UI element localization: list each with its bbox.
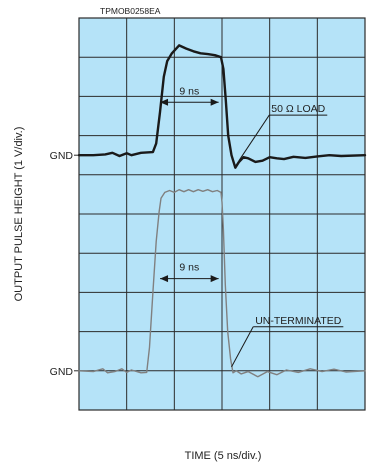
arrowhead-left <box>160 275 169 283</box>
series-line-1 <box>78 189 366 378</box>
leader-line <box>238 114 270 162</box>
series-label: 50 Ω LOAD <box>271 103 325 115</box>
gnd-label: GND <box>50 366 74 378</box>
x-axis-label: TIME (5 ns/div.) <box>185 450 262 462</box>
leader-line <box>231 326 254 368</box>
series-label: UN-TERMINATED <box>255 315 342 327</box>
arrowhead-left <box>160 98 169 106</box>
ground-labels: GND GND <box>50 150 79 378</box>
width-label: 9 ns <box>179 85 199 97</box>
arrowhead-right <box>210 98 219 106</box>
traces <box>77 44 367 378</box>
arrowhead-right <box>210 275 219 283</box>
gnd-label: GND <box>50 150 74 162</box>
annotations: 9 ns 9 ns 50 Ω LOAD UN-TERMINATED <box>160 85 344 368</box>
y-axis-label: OUTPUT PULSE HEIGHT (1 V/div.) <box>13 127 25 302</box>
series-line-0 <box>77 44 367 169</box>
width-label: 9 ns <box>179 262 199 274</box>
figure-code: TPMOB0258EA <box>100 6 161 16</box>
